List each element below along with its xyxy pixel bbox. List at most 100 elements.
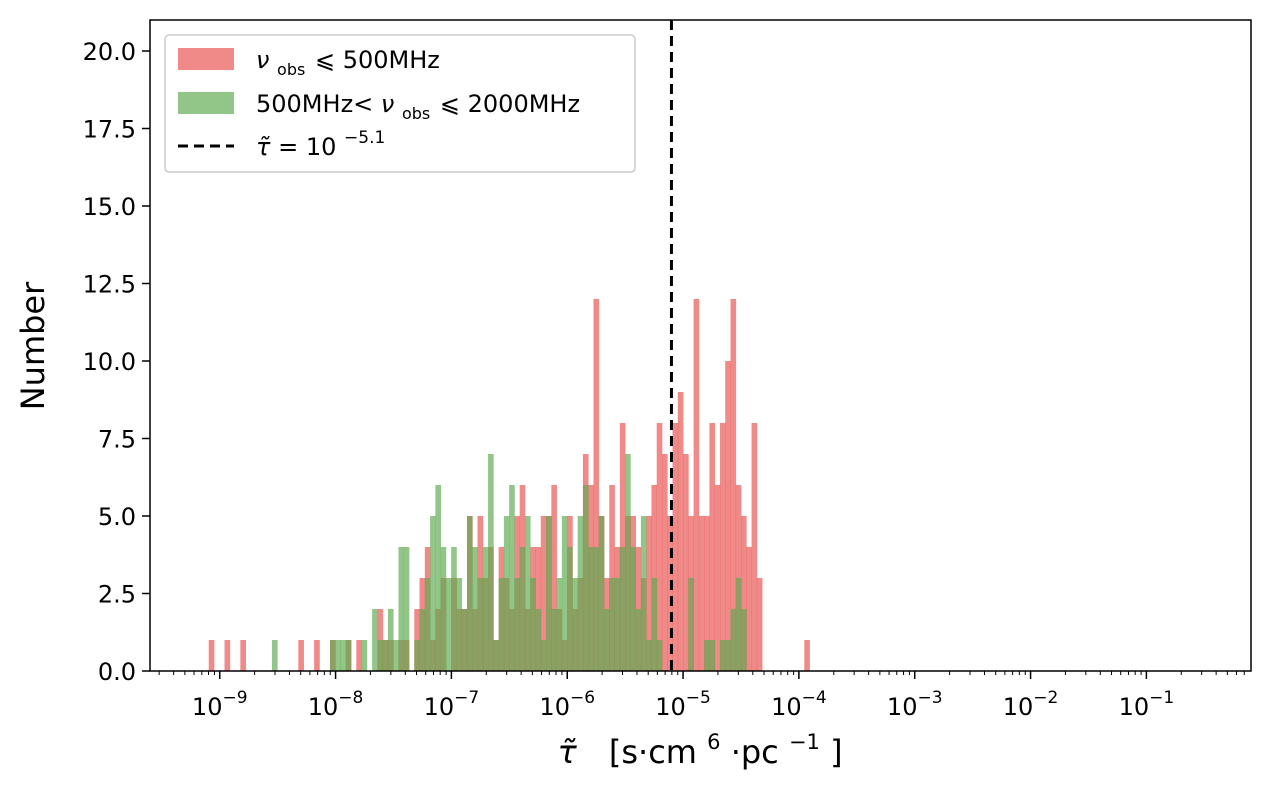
y-tick-label: 0.0 (98, 658, 136, 686)
histogram-bar (393, 640, 399, 671)
legend: ν obs ⩽ 500MHz 500MHz< ν obs ⩽ 2000MHz τ… (164, 34, 636, 173)
legend-label-vline: τ̃ = 10 −5.1 (256, 128, 385, 161)
histogram-bar (667, 516, 673, 671)
histogram-bar (493, 640, 499, 671)
histogram-bar (472, 547, 478, 671)
histogram-bar (661, 454, 668, 671)
legend-label-red: ν obs ⩽ 500MHz (256, 46, 440, 81)
x-tick-label: 10−9 (192, 688, 248, 721)
histogram-bar (519, 547, 526, 671)
histogram-bar (725, 640, 731, 671)
histogram-bar (398, 547, 405, 671)
histogram-bar (640, 516, 647, 671)
x-tick-label: 10−8 (308, 688, 364, 721)
histogram-bar (651, 578, 658, 671)
histogram-bar (498, 578, 505, 671)
histogram-bar (356, 640, 362, 671)
histogram-bar (656, 423, 663, 671)
histogram-bar (477, 578, 484, 671)
histogram-bar (725, 361, 731, 671)
legend-swatch-red (178, 48, 234, 70)
histogram-bar (430, 516, 436, 671)
histogram-bar (503, 516, 510, 671)
plot-frame (149, 19, 1252, 672)
x-axis-minor-ticks (158, 671, 1245, 675)
histogram-bar (704, 516, 710, 671)
histogram-bar (804, 640, 810, 671)
histogram-bar (456, 578, 463, 671)
histogram-bar (435, 485, 441, 671)
histogram-bar (683, 454, 689, 671)
histogram-bar (551, 485, 557, 671)
histogram-bar (335, 640, 341, 671)
x-axis-units-exp1: 6 (707, 730, 720, 754)
histogram-bar (514, 578, 521, 671)
x-axis-units-prefix: [s·cm (609, 733, 697, 771)
x-tick-label: 10−4 (771, 688, 827, 721)
x-tick-label: 10−7 (424, 688, 480, 721)
y-tick-label: 2.5 (98, 581, 136, 609)
histogram-bar (440, 547, 447, 671)
x-tick-label: 10−5 (655, 688, 711, 721)
y-tick-label: 20.0 (83, 38, 136, 66)
histogram-bar (698, 516, 705, 671)
histogram-bar (741, 609, 747, 671)
histogram-bar (546, 516, 552, 671)
histogram-bar (730, 299, 737, 671)
histogram-bar (709, 423, 716, 671)
histogram-bar (714, 485, 721, 671)
histogram-bar (271, 640, 278, 671)
x-tick-label: 10−6 (539, 688, 595, 721)
histogram-bar (451, 547, 457, 671)
histogram-bar (646, 640, 652, 671)
y-tick-label: 10.0 (83, 348, 136, 376)
histogram-bar (329, 640, 336, 671)
histogram-bar (403, 547, 410, 671)
histogram-bar (567, 547, 573, 671)
histogram-bar (419, 609, 426, 671)
histogram-bar (535, 609, 542, 671)
histogram-bar (619, 547, 626, 671)
histogram-bar (709, 640, 716, 671)
series-green-bars (271, 454, 747, 671)
histogram-bar (688, 578, 694, 671)
x-axis-units-suffix: ] (830, 733, 842, 771)
legend-swatch-green (178, 92, 234, 114)
legend-box (164, 34, 636, 173)
histogram-bar (488, 454, 494, 671)
histogram-bar (340, 640, 347, 671)
x-axis-units-exp2: −1 (789, 730, 820, 754)
y-tick-label: 12.5 (83, 271, 136, 299)
histogram-bar (208, 640, 215, 671)
histogram-bar (593, 299, 600, 671)
histogram-bar (361, 640, 368, 671)
histogram-bar (561, 516, 568, 671)
histogram-bar (741, 516, 747, 671)
histogram-bar (524, 516, 531, 671)
histogram-bar (551, 609, 557, 671)
y-axis-ticks: 0.0 2.5 5.0 7.5 10.0 12.5 15.0 17.5 20.0 (83, 38, 150, 686)
x-tick-label: 10−2 (1003, 688, 1059, 721)
histogram-bar (704, 640, 710, 671)
histogram-bar (609, 578, 615, 671)
histogram-bar (719, 423, 726, 671)
histogram-bar (345, 640, 352, 671)
histogram-bar (414, 640, 420, 671)
histogram-bar (593, 547, 600, 671)
x-axis-symbol: τ̃ (557, 733, 577, 771)
histogram-bar (598, 516, 605, 671)
x-tick-label: 10−3 (887, 688, 943, 721)
y-tick-label: 7.5 (98, 426, 136, 454)
histogram-bar (646, 516, 652, 671)
histogram-bar (382, 640, 389, 671)
histogram-bar (298, 640, 304, 671)
histogram-bar (630, 547, 636, 671)
histogram-bar (625, 454, 631, 671)
histogram-bar (482, 547, 489, 671)
histogram-bar (577, 516, 584, 671)
histogram-bar (372, 609, 378, 671)
histogram-bar (240, 640, 246, 671)
histogram-bar (556, 578, 563, 671)
histogram-bar (466, 516, 473, 671)
histogram-bar (377, 640, 384, 671)
